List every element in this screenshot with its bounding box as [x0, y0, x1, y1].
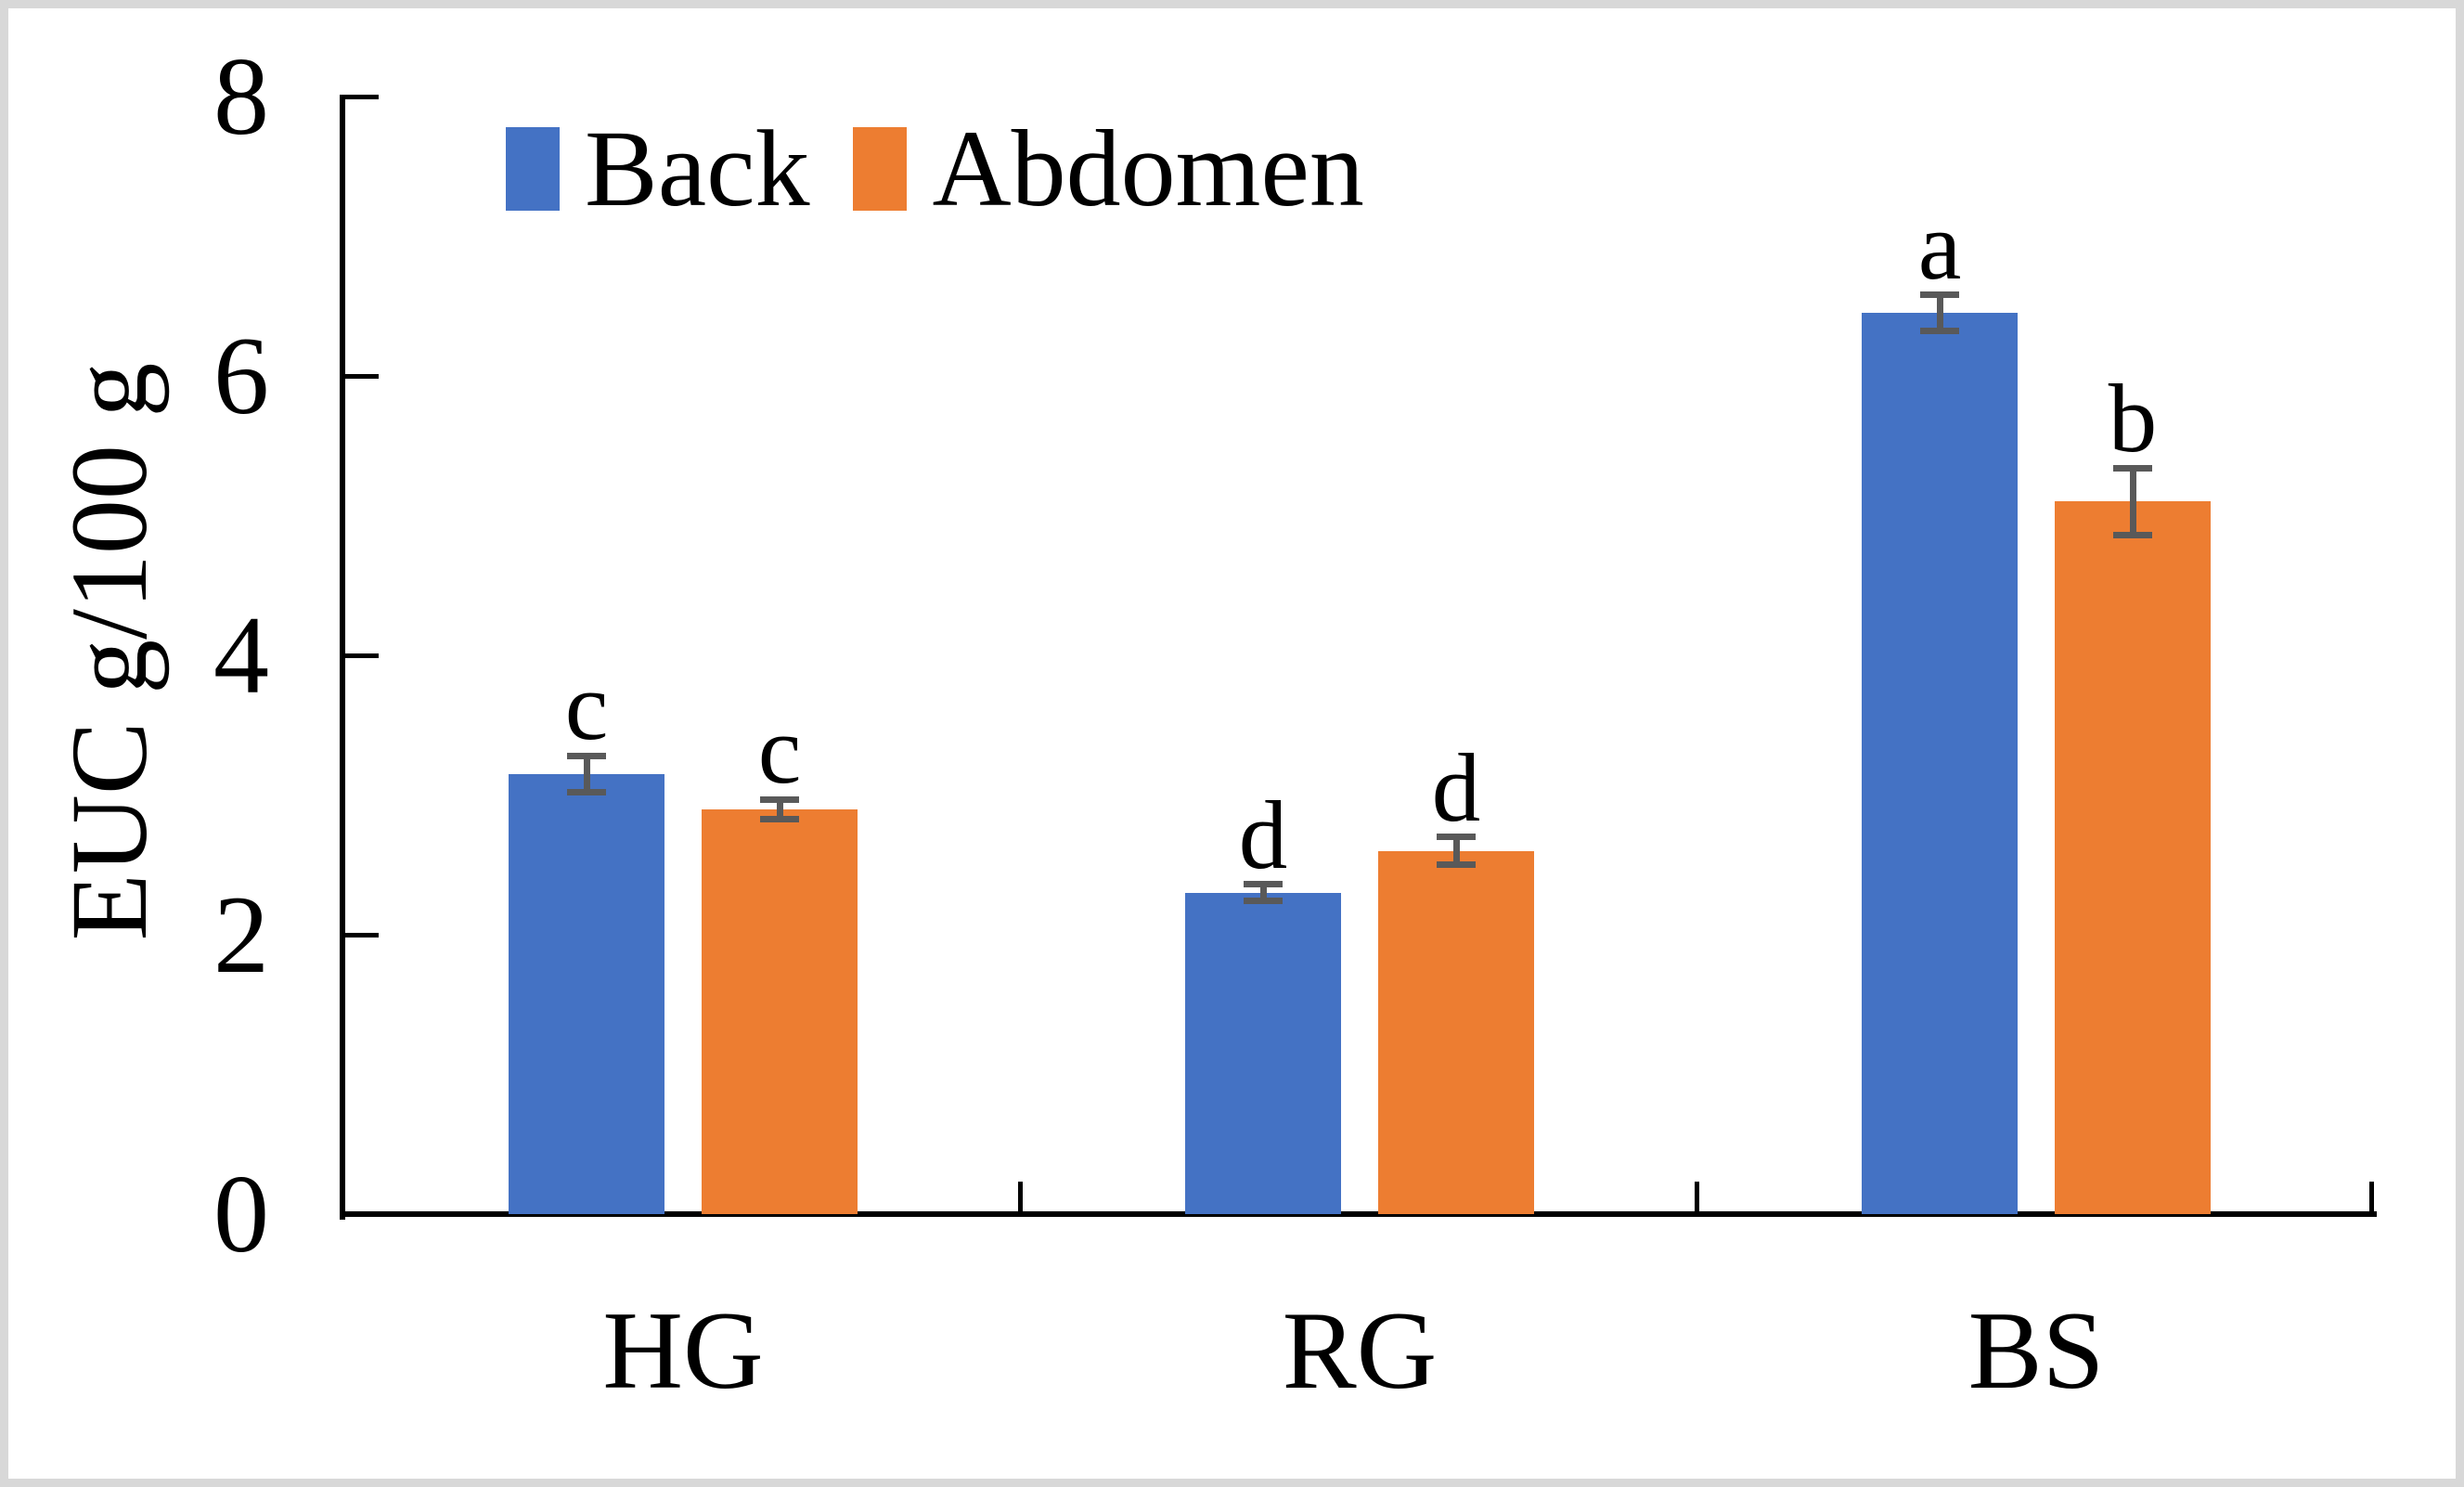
x-axis-tick	[1695, 1182, 1699, 1211]
legend: Back Abdomen	[506, 104, 1364, 234]
legend-swatch-Back	[506, 127, 560, 211]
legend-label-Abdomen: Abdomen	[932, 108, 1364, 229]
error-bar-cap-top-RG-Back	[1244, 881, 1283, 888]
error-bar-cap-top-BS-Back	[1920, 291, 1959, 299]
y-tick-label: 2	[213, 873, 269, 996]
category-label-HG: HG	[602, 1288, 764, 1412]
error-bar-cap-bottom-BS-Back	[1920, 328, 1959, 335]
y-axis-tick	[345, 653, 379, 658]
error-bar-cap-bottom-HG-Abdomen	[760, 815, 799, 822]
error-bar-stem-HG-Abdomen	[776, 799, 783, 820]
error-bar-cap-bottom-HG-Back	[567, 788, 606, 795]
sig-letter-RG-Back: d	[1238, 780, 1288, 889]
x-axis-line	[340, 1211, 2377, 1217]
y-tick-label: 0	[213, 1152, 269, 1275]
error-bar-cap-top-HG-Abdomen	[760, 795, 799, 803]
error-bar-cap-top-RG-Abdomen	[1437, 834, 1476, 841]
sig-letter-BS-Back: a	[1917, 190, 1962, 300]
sig-letter-HG-Back: c	[564, 652, 609, 761]
y-tick-label: 8	[213, 34, 269, 158]
sig-letter-BS-Abdomen: b	[2108, 364, 2158, 473]
y-axis-line	[340, 95, 345, 1220]
error-bar-stem-RG-Back	[1259, 884, 1267, 901]
y-axis-tick	[345, 374, 379, 379]
y-tick-label: 4	[213, 593, 269, 717]
sig-letter-RG-Abdomen: d	[1431, 732, 1481, 842]
legend-label-Back: Back	[585, 108, 810, 229]
x-axis-tick	[1018, 1182, 1023, 1211]
y-axis-tick	[345, 933, 379, 937]
error-bar-cap-bottom-BS-Abdomen	[2113, 532, 2152, 539]
error-bar-stem-BS-Abdomen	[2129, 468, 2136, 536]
y-axis-tick	[345, 95, 379, 99]
category-label-BS: BS	[1967, 1288, 2105, 1412]
legend-item-Abdomen: Abdomen	[853, 104, 1364, 234]
x-axis-tick	[2369, 1182, 2374, 1211]
error-bar-stem-RG-Abdomen	[1452, 836, 1460, 865]
error-bar-cap-top-HG-Back	[567, 752, 606, 759]
category-label-RG: RG	[1282, 1288, 1438, 1412]
error-bar-stem-BS-Back	[1936, 294, 1943, 331]
bar-HG-Back	[509, 773, 664, 1214]
error-bar-cap-top-BS-Abdomen	[2113, 464, 2152, 472]
bar-BS-Abdomen	[2055, 501, 2211, 1214]
legend-swatch-Abdomen	[853, 127, 908, 211]
bar-RG-Back	[1185, 892, 1341, 1214]
sig-letter-HG-Abdomen: c	[757, 695, 802, 804]
error-bar-cap-bottom-RG-Back	[1244, 898, 1283, 905]
error-bar-cap-bottom-RG-Abdomen	[1437, 861, 1476, 869]
legend-item-Back: Back	[506, 104, 809, 234]
y-tick-label: 6	[213, 314, 269, 437]
bar-BS-Back	[1862, 313, 2018, 1214]
bar-RG-Abdomen	[1378, 850, 1534, 1214]
bar-HG-Abdomen	[702, 808, 858, 1214]
error-bar-stem-HG-Back	[583, 756, 590, 793]
